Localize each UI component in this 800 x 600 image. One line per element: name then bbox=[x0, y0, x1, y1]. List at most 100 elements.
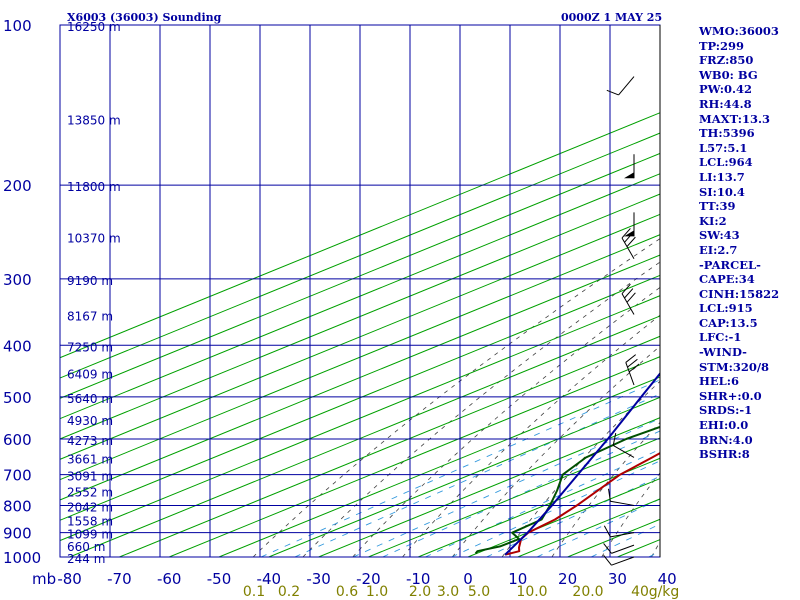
stat-line: SRDS:-1 bbox=[699, 403, 753, 418]
stat-line: CAPE:34 bbox=[699, 272, 755, 287]
dry-adiabat-line bbox=[551, 421, 660, 557]
temperature-tick-label: 40 bbox=[658, 570, 677, 588]
stat-line: LCL:915 bbox=[699, 301, 753, 316]
isotherm-line bbox=[60, 295, 660, 542]
temperature-tick-label: -20 bbox=[356, 570, 381, 588]
isotherm-line bbox=[60, 213, 660, 460]
mixing-ratio-tick-label: 2.0 bbox=[409, 584, 431, 600]
mixing-ratio-line bbox=[590, 523, 660, 557]
height-label: 4930 m bbox=[67, 414, 113, 428]
wind-barb bbox=[606, 76, 635, 96]
pressure-tick-label: 300 bbox=[3, 271, 32, 289]
mixing-ratio-line bbox=[260, 379, 660, 557]
stat-line: PW:0.42 bbox=[699, 82, 753, 97]
stat-line: L57:5.1 bbox=[699, 140, 748, 155]
plot-frame bbox=[59, 24, 661, 558]
isotherm-line bbox=[60, 112, 660, 359]
wind-barb bbox=[612, 432, 635, 458]
stat-line: WB0: BG bbox=[699, 67, 758, 82]
stat-line: MAXT:13.3 bbox=[699, 111, 770, 126]
isotherm-line bbox=[368, 437, 660, 557]
mixing-ratio-tick-label: g/kg bbox=[649, 584, 680, 600]
stat-line: TH:5396 bbox=[699, 126, 755, 141]
mixing-ratio-tick-label: 0.2 bbox=[278, 584, 300, 600]
height-label: 13850 m bbox=[67, 114, 121, 128]
stat-line: SHR+:0.0 bbox=[699, 388, 762, 403]
temperature-tick-label: 20 bbox=[558, 570, 577, 588]
temperature-tick-label: 10 bbox=[508, 570, 527, 588]
height-label: 4273 m bbox=[67, 434, 113, 448]
stat-line: KI:2 bbox=[699, 213, 727, 228]
isotherm-line bbox=[69, 315, 660, 557]
isotherm-line bbox=[60, 173, 660, 420]
mixing-ratio-tick-label: 1.0 bbox=[366, 584, 388, 600]
mixing-ratio-line bbox=[294, 393, 660, 557]
stat-line: BSHR:8 bbox=[699, 447, 750, 462]
pressure-tick-label: 400 bbox=[3, 337, 32, 355]
temperature-tick-label: 30 bbox=[608, 570, 627, 588]
stat-line: WMO:36003 bbox=[699, 24, 779, 38]
isotherm-line bbox=[60, 234, 660, 481]
stat-line: -PARCEL- bbox=[699, 257, 761, 272]
mixing-ratio-tick-label: 10.0 bbox=[516, 584, 547, 600]
height-label: 10370 m bbox=[67, 232, 121, 246]
mixing-ratio-tick-label: 0.6 bbox=[336, 584, 358, 600]
dry-adiabat-line bbox=[352, 286, 660, 557]
stat-line: TT:39 bbox=[699, 199, 736, 214]
isotherm-line bbox=[60, 193, 660, 440]
temperature-tick-label: -40 bbox=[257, 570, 282, 588]
wind-barb bbox=[603, 554, 635, 566]
wind-barb bbox=[624, 154, 635, 179]
height-label: 16250 m bbox=[67, 20, 121, 34]
pressure-tick-label: 500 bbox=[3, 389, 32, 407]
mixing-ratio-tick-label: 5.0 bbox=[468, 584, 490, 600]
temperature-axis-labels: -80 -70 -60 -50 -40 -30 -20 -10 0 10 20 30 40 bbox=[57, 570, 676, 588]
station-title: X6003 (36003) Sounding bbox=[67, 11, 222, 24]
stat-line: CINH:15822 bbox=[699, 286, 780, 301]
temperature-tick-label: -50 bbox=[207, 570, 232, 588]
height-label: 2552 m bbox=[67, 486, 113, 500]
stat-line: LI:13.7 bbox=[699, 169, 745, 184]
height-label: 1558 m bbox=[67, 514, 113, 528]
wind-profile bbox=[603, 25, 661, 566]
mixing-ratio-line bbox=[382, 430, 660, 557]
stat-line: CAP:13.5 bbox=[699, 315, 758, 330]
wind-barb bbox=[603, 525, 635, 538]
wind-barb bbox=[621, 228, 636, 259]
temperature-tick-label: -30 bbox=[306, 570, 331, 588]
stat-line: EHI:0.0 bbox=[699, 418, 749, 433]
stat-line: HEL:6 bbox=[699, 374, 739, 389]
stat-line: -WIND- bbox=[699, 345, 747, 360]
height-label: 6409 m bbox=[67, 368, 113, 382]
height-label: 3091 m bbox=[67, 470, 113, 484]
pressure-unit-label: mb bbox=[32, 570, 56, 588]
temperature-tick-label: -70 bbox=[107, 570, 132, 588]
temperature-tick-label: -10 bbox=[406, 570, 431, 588]
isotherm-line bbox=[60, 274, 660, 521]
height-label: 5640 m bbox=[67, 392, 113, 406]
stat-line: RH:44.8 bbox=[699, 96, 752, 111]
height-label: 9190 m bbox=[67, 274, 113, 288]
pressure-tick-label: 600 bbox=[3, 431, 32, 449]
dry-adiabat-line bbox=[501, 380, 660, 557]
stat-line: STM:320/8 bbox=[699, 359, 770, 374]
temperature-tick-label: -60 bbox=[157, 570, 182, 588]
wind-barb bbox=[603, 543, 635, 554]
stat-line: LCL:964 bbox=[699, 155, 753, 170]
mixing-ratio-tick-label: 3.0 bbox=[437, 584, 459, 600]
isotherm-line bbox=[268, 396, 660, 557]
stats-panel: WMO:36003 TP:299 FRZ:850 WB0: BG PW:0.42 RH:4… bbox=[699, 24, 779, 462]
height-label: 3661 m bbox=[67, 452, 113, 466]
temperature-tick-label: -80 bbox=[57, 570, 82, 588]
stat-line: EI:2.7 bbox=[699, 242, 738, 257]
wind-barb bbox=[625, 354, 640, 386]
mixing-ratio-line bbox=[486, 475, 660, 557]
height-label: 8167 m bbox=[67, 309, 113, 323]
stat-line: SI:10.4 bbox=[699, 184, 745, 199]
height-label: 1099 m bbox=[67, 528, 113, 542]
isotherm-line bbox=[418, 457, 660, 557]
sounding-time: 0000Z 1 MAY 25 bbox=[561, 11, 663, 24]
height-label: 11800 m bbox=[67, 180, 121, 194]
stat-line: LFC:-1 bbox=[699, 330, 742, 345]
